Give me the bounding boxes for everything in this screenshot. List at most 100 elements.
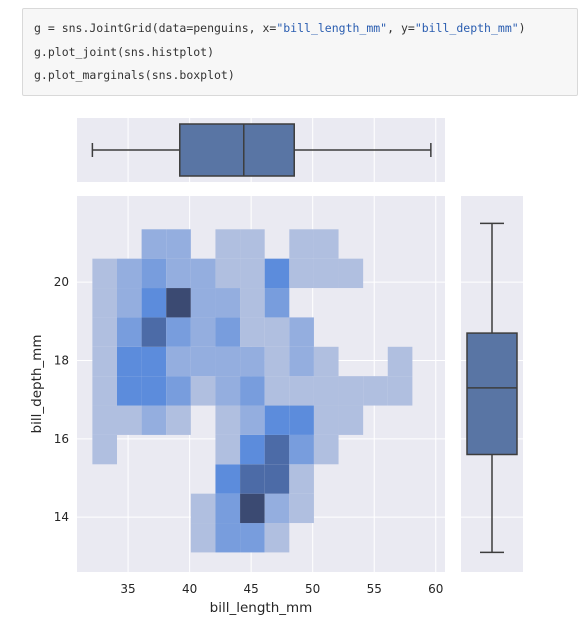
hist-cell	[289, 464, 314, 494]
hist-cell	[289, 493, 314, 524]
x-tick-label: 60	[428, 582, 443, 596]
hist-cell	[141, 317, 167, 347]
hist-cell	[264, 523, 290, 553]
hist-cell	[289, 376, 314, 406]
x-axis-label: bill_length_mm	[210, 600, 313, 616]
x-tick-label: 45	[244, 582, 259, 596]
hist-cell	[190, 376, 216, 406]
x-tick-label: 55	[367, 582, 382, 596]
hist-cell	[141, 288, 167, 318]
hist-cell	[264, 376, 290, 406]
hist-cell	[166, 376, 191, 406]
hist-cell	[92, 258, 117, 289]
hist-cell	[215, 405, 241, 435]
hist-cell	[117, 376, 142, 406]
hist-cell	[264, 405, 290, 435]
hist-cell	[338, 376, 364, 406]
y-tick-label: 16	[54, 432, 69, 446]
hist-cell	[190, 288, 216, 318]
hist-cell	[141, 405, 167, 435]
hist-cell	[190, 258, 216, 289]
hist-cell	[264, 464, 290, 494]
hist-cell	[313, 346, 339, 377]
hist-cell	[166, 288, 191, 318]
hist-cell	[240, 229, 265, 259]
hist-cell	[289, 317, 314, 347]
hist-cell	[166, 258, 191, 289]
x-tick-label: 35	[120, 582, 135, 596]
hist-cell	[240, 434, 265, 465]
hist-cell	[166, 229, 191, 259]
x-tick-label: 40	[182, 582, 197, 596]
hist-cell	[313, 229, 339, 259]
code-cell[interactable]: g = sns.JointGrid(data=penguins, x="bill…	[22, 8, 578, 96]
hist-cell	[313, 258, 339, 289]
hist-cell	[92, 317, 117, 347]
hist-cell	[264, 258, 290, 289]
hist-cell	[264, 493, 290, 524]
hist-cell	[240, 523, 265, 553]
hist-cell	[92, 346, 117, 377]
y-axis-label: bill_depth_mm	[29, 335, 45, 434]
hist-cell	[141, 229, 167, 259]
hist-cell	[215, 258, 241, 289]
hist-cell	[264, 288, 290, 318]
hist-cell	[338, 258, 364, 289]
hist-cell	[289, 405, 314, 435]
hist-cell	[313, 434, 339, 465]
hist-cell	[215, 346, 241, 377]
hist-cell	[166, 405, 191, 435]
hist-cell	[264, 317, 290, 347]
hist-cell	[240, 346, 265, 377]
hist-cell	[117, 405, 142, 435]
code-line-2: g.plot_joint(sns.histplot)	[34, 45, 215, 59]
code-line-1: g = sns.JointGrid(data=penguins, x="bill…	[34, 21, 526, 35]
hist-cell	[240, 376, 265, 406]
hist-cell	[313, 405, 339, 435]
hist-cell	[313, 376, 339, 406]
hist-cell	[387, 376, 413, 406]
hist-cell	[240, 317, 265, 347]
x-tick-label: 50	[305, 582, 320, 596]
hist-cell	[117, 317, 142, 347]
hist-cell	[92, 405, 117, 435]
hist-cell	[240, 464, 265, 494]
y-tick-label: 20	[54, 275, 69, 289]
hist-cell	[92, 288, 117, 318]
hist-cell	[141, 376, 167, 406]
hist-cell	[240, 493, 265, 524]
y-box-iqr	[466, 332, 518, 456]
hist-cell	[215, 464, 241, 494]
hist-cell	[215, 376, 241, 406]
hist-cell	[264, 434, 290, 465]
hist-cell	[92, 376, 117, 406]
hist-cell	[166, 346, 191, 377]
hist-cell	[190, 346, 216, 377]
hist-cell	[215, 434, 241, 465]
hist-cell	[141, 258, 167, 289]
hist-cell	[289, 434, 314, 465]
hist-cell	[215, 288, 241, 318]
hist-cell	[117, 258, 142, 289]
hist-cell	[215, 523, 241, 553]
hist-cell	[289, 346, 314, 377]
hist-cell	[190, 493, 216, 524]
y-tick-label: 18	[54, 354, 69, 368]
hist-cell	[190, 523, 216, 553]
hist-cell	[92, 434, 117, 465]
hist-cell	[240, 405, 265, 435]
hist-cell	[289, 258, 314, 289]
hist-cell	[240, 288, 265, 318]
y-tick-label: 14	[54, 510, 69, 524]
hist-cell	[190, 317, 216, 347]
hist-cell	[264, 346, 290, 377]
hist-cell	[363, 376, 388, 406]
hist-cell	[240, 258, 265, 289]
hist-cell	[215, 229, 241, 259]
hist-cell	[387, 346, 413, 377]
hist-cell	[141, 346, 167, 377]
hist-cell	[166, 317, 191, 347]
hist-cell	[117, 346, 142, 377]
hist-cell	[117, 288, 142, 318]
